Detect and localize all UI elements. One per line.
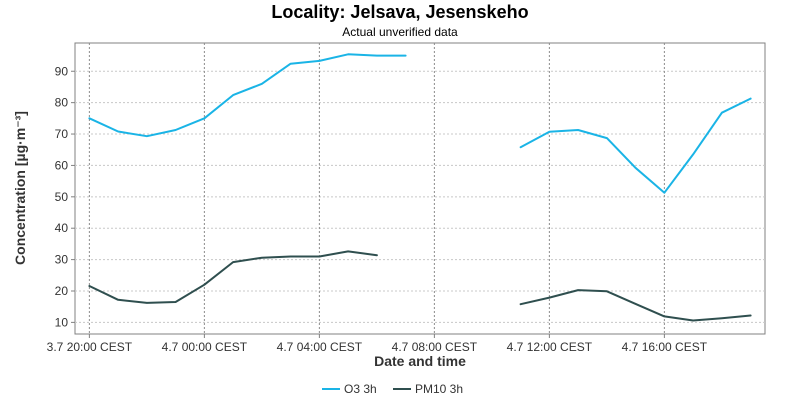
legend: O3 3h PM10 3h: [322, 382, 463, 396]
x-tick-label: 4.7 00:00 CEST: [162, 340, 248, 354]
y-tick-label: 30: [55, 253, 69, 267]
series-line-segment: [88, 250, 378, 304]
legend-label: O3 3h: [344, 382, 377, 396]
y-tick-label: 40: [55, 221, 69, 235]
chart-title: Locality: Jelsava, Jesenskeho: [271, 2, 528, 22]
x-tick-label: 4.7 08:00 CEST: [392, 340, 478, 354]
y-axis-ticks: 10 20 30 40 50 60 70 80 90: [55, 64, 75, 329]
plot-area: [74, 42, 766, 335]
x-axis-label: Date and time: [374, 353, 466, 369]
x-tick-label: 3.7 20:00 CEST: [47, 340, 133, 354]
x-tick-label: 4.7 12:00 CEST: [507, 340, 593, 354]
x-tick-label: 4.7 16:00 CEST: [622, 340, 708, 354]
y-tick-label: 90: [55, 64, 69, 78]
series-o3-3h: [88, 53, 752, 194]
y-axis-label: Concentration [µg·m⁻³]: [12, 111, 28, 265]
chart-subtitle: Actual unverified data: [342, 25, 458, 39]
series-line-segment: [519, 97, 752, 194]
legend-item: O3 3h: [322, 382, 377, 396]
x-tick-label: 4.7 04:00 CEST: [277, 340, 363, 354]
y-tick-label: 60: [55, 158, 69, 172]
series-line-segment: [519, 289, 752, 322]
y-tick-label: 10: [55, 315, 69, 329]
y-tick-label: 50: [55, 190, 69, 204]
x-axis-ticks: 3.7 20:00 CEST 4.7 00:00 CEST 4.7 04:00 CE…: [47, 334, 708, 354]
y-tick-label: 80: [55, 96, 69, 110]
y-tick-label: 20: [55, 284, 69, 298]
legend-label: PM10 3h: [415, 382, 463, 396]
series-pm10-3h: [88, 250, 752, 322]
y-tick-label: 70: [55, 127, 69, 141]
series-group: [88, 53, 752, 322]
grid: [75, 43, 765, 334]
legend-item: PM10 3h: [393, 382, 463, 396]
series-line-segment: [88, 53, 407, 138]
